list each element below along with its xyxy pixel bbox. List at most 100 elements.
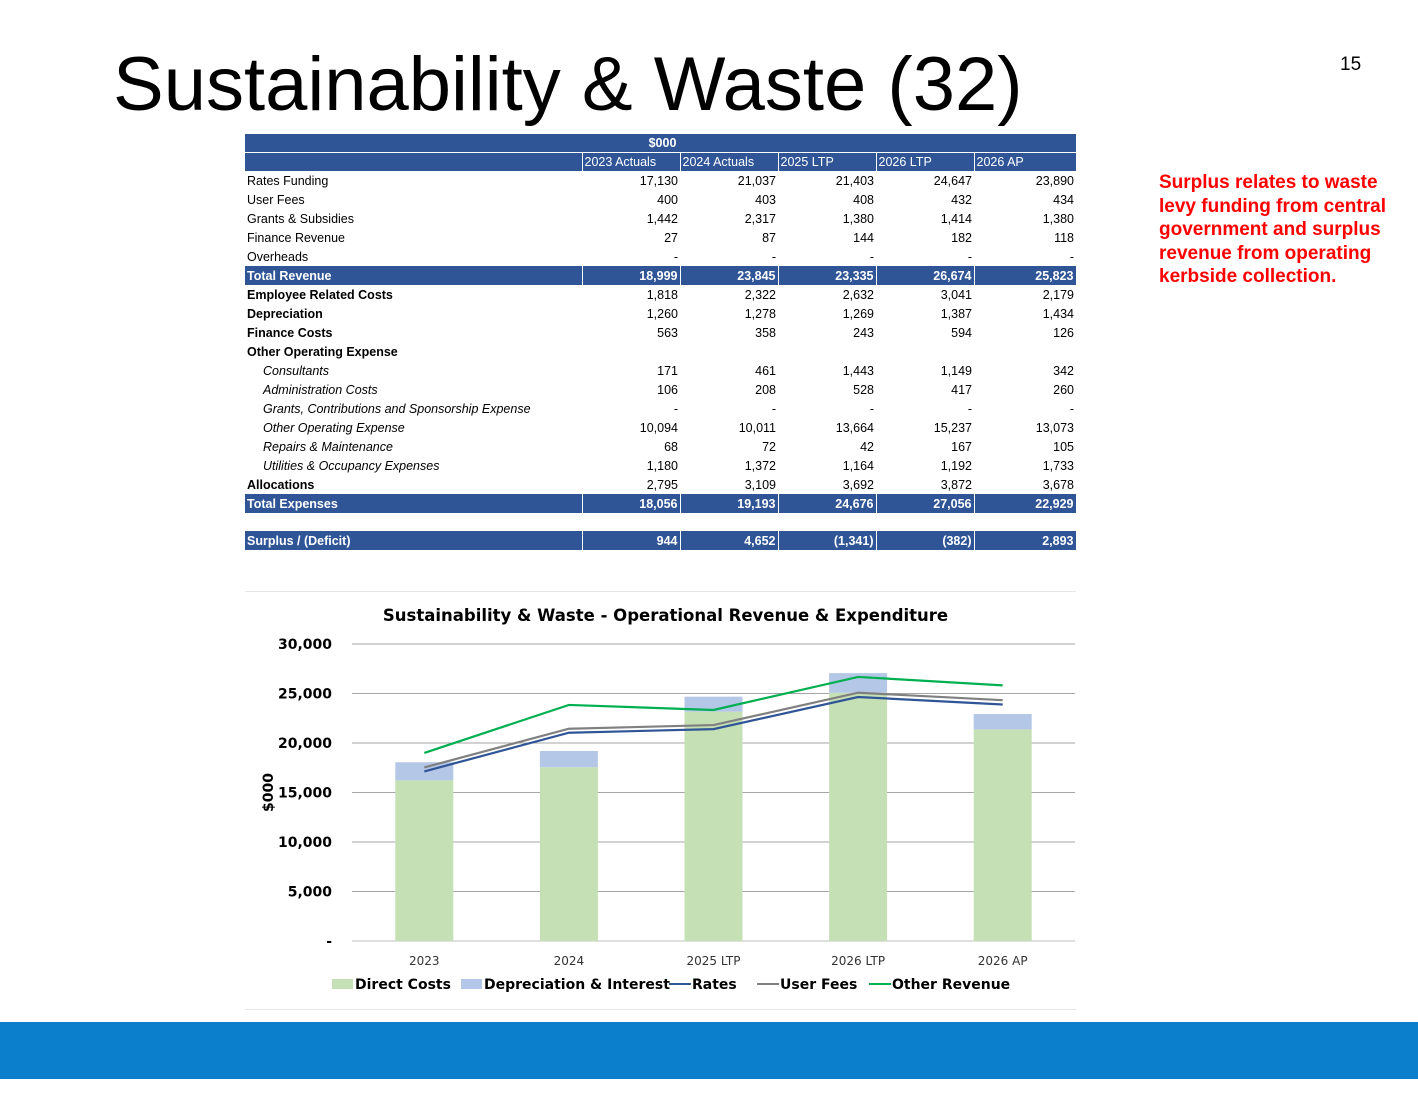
row-value: 1,180 bbox=[646, 458, 678, 473]
legend-label: Other Revenue bbox=[892, 977, 1010, 993]
row-value: 594 bbox=[951, 325, 972, 340]
row-value: - bbox=[771, 249, 776, 264]
row-value: 260 bbox=[1053, 382, 1074, 397]
row-value: 1,192 bbox=[940, 458, 972, 473]
table-row: Rates Funding 17,130 21,037 21,403 24,647 23,… bbox=[245, 171, 1076, 190]
row-value: 21,037 bbox=[737, 173, 776, 188]
row-value: 26,674 bbox=[876, 266, 975, 285]
row-value: 434 bbox=[1053, 192, 1074, 207]
bar-depreciation-interest bbox=[684, 696, 743, 712]
table-body: Rates Funding 17,130 21,037 21,403 24,647 23,… bbox=[245, 171, 1077, 550]
revenue-expenditure-chart: Sustainability & Waste - Operational Rev… bbox=[245, 591, 1076, 1010]
chart-svg: Sustainability & Waste - Operational Rev… bbox=[261, 606, 1075, 993]
bar-direct-costs bbox=[684, 711, 743, 941]
y-tick-label: - bbox=[326, 934, 332, 950]
row-value: - bbox=[673, 249, 678, 264]
row-value: 25,823 bbox=[974, 266, 1077, 285]
row-value: 23,335 bbox=[778, 266, 877, 285]
row-value: 13,073 bbox=[1035, 420, 1074, 435]
row-value: 342 bbox=[1053, 363, 1074, 378]
row-label: Grants & Subsidies bbox=[247, 211, 354, 226]
row-value: - bbox=[1069, 249, 1074, 264]
page-number: 15 bbox=[1340, 54, 1362, 75]
line-user-fees bbox=[424, 691, 1003, 769]
row-value: 144 bbox=[853, 230, 874, 245]
row-value: 3,041 bbox=[940, 287, 972, 302]
row-label: Rates Funding bbox=[247, 173, 329, 188]
row-value bbox=[582, 513, 680, 531]
row-label: Consultants bbox=[263, 363, 330, 378]
table-column-header: 2024 Actuals bbox=[680, 152, 779, 171]
row-value: 10,011 bbox=[738, 420, 776, 435]
row-value: 4,652 bbox=[680, 531, 779, 550]
row-label: Surplus / (Deficit) bbox=[245, 531, 583, 550]
row-value: 167 bbox=[951, 439, 972, 454]
x-tick-label: 2023 bbox=[409, 954, 440, 968]
row-value: 105 bbox=[1053, 439, 1074, 454]
row-value: 563 bbox=[657, 325, 678, 340]
row-label: Overheads bbox=[247, 249, 309, 264]
table-column-header: 2026 AP bbox=[974, 152, 1077, 171]
slide-title: Sustainability & Waste (32) bbox=[113, 42, 1023, 127]
table-unit-header-row: $000 bbox=[245, 134, 1077, 153]
row-value: 417 bbox=[951, 382, 972, 397]
row-value: 21,403 bbox=[835, 173, 874, 188]
row-value: - bbox=[771, 401, 776, 416]
row-value: 1,278 bbox=[744, 306, 776, 321]
row-value: 1,414 bbox=[940, 211, 972, 226]
y-tick-label: 15,000 bbox=[278, 786, 332, 802]
row-value: 17,130 bbox=[639, 173, 678, 188]
row-value: 3,678 bbox=[1042, 477, 1074, 492]
row-value bbox=[778, 513, 876, 531]
table-row: Employee Related Costs 1,818 2,322 2,632 3,0… bbox=[245, 285, 1076, 304]
row-value: - bbox=[1069, 401, 1074, 416]
row-label: Other Operating Expense bbox=[247, 344, 398, 359]
row-value: 1,269 bbox=[842, 306, 874, 321]
row-value: 944 bbox=[582, 531, 681, 550]
row-label: Repairs & Maintenance bbox=[263, 439, 393, 454]
row-value: 358 bbox=[755, 325, 776, 340]
table-row: Depreciation 1,260 1,278 1,269 1,387 1,434 bbox=[245, 304, 1076, 323]
y-tick-label: 20,000 bbox=[278, 736, 332, 752]
row-label: Finance Revenue bbox=[247, 230, 345, 245]
row-label: Allocations bbox=[247, 477, 315, 492]
table-column-header-row: 2023 Actuals 2024 Actuals 2025 LTP 2026 LTP… bbox=[245, 152, 1077, 171]
row-value: 23,845 bbox=[680, 266, 779, 285]
row-value: 1,380 bbox=[1042, 211, 1074, 226]
footer-bar bbox=[0, 1022, 1418, 1079]
row-value: 118 bbox=[1054, 230, 1074, 245]
bar-direct-costs bbox=[829, 692, 888, 941]
row-value: 1,733 bbox=[1042, 458, 1074, 473]
row-value: 432 bbox=[951, 192, 972, 207]
row-value: 87 bbox=[762, 230, 776, 245]
row-value: 182 bbox=[951, 230, 972, 245]
row-value: 18,999 bbox=[582, 266, 681, 285]
bar-direct-costs bbox=[395, 780, 454, 941]
table-column-header: 2025 LTP bbox=[778, 152, 877, 171]
table-row: Total Revenue 18,999 23,845 23,335 26,674 25,… bbox=[245, 266, 1077, 285]
row-value: 1,443 bbox=[842, 363, 874, 378]
y-tick-label: 5,000 bbox=[288, 885, 333, 901]
legend-label: User Fees bbox=[780, 977, 857, 993]
surplus-note: Surplus relates to waste levy funding fr… bbox=[1159, 172, 1386, 287]
line-other-revenue bbox=[423, 675, 1003, 754]
row-value: 2,322 bbox=[744, 287, 776, 302]
x-tick-label: 2026 AP bbox=[978, 954, 1028, 968]
row-value: 13,664 bbox=[835, 420, 874, 435]
legend-label: Depreciation & Interest bbox=[484, 977, 670, 993]
row-value: 2,317 bbox=[744, 211, 776, 226]
row-value: 42 bbox=[860, 439, 874, 454]
row-label: Utilities & Occupancy Expenses bbox=[263, 458, 440, 473]
row-value: 3,692 bbox=[842, 477, 874, 492]
row-value bbox=[876, 342, 974, 361]
table-column-header: 2023 Actuals bbox=[582, 152, 681, 171]
row-value: 18,056 bbox=[582, 494, 681, 513]
table-row: Utilities & Occupancy Expenses 1,180 1,372… bbox=[245, 456, 1076, 475]
row-value: 23,890 bbox=[1035, 173, 1074, 188]
row-value: 10,094 bbox=[639, 420, 678, 435]
x-tick-label: 2026 LTP bbox=[831, 954, 885, 968]
row-value: 1,372 bbox=[744, 458, 776, 473]
row-value: 72 bbox=[762, 439, 776, 454]
row-value: 126 bbox=[1053, 325, 1074, 340]
financial-table: $000 2023 Actuals 2024 Actuals 2025 LTP 202… bbox=[245, 134, 1077, 550]
